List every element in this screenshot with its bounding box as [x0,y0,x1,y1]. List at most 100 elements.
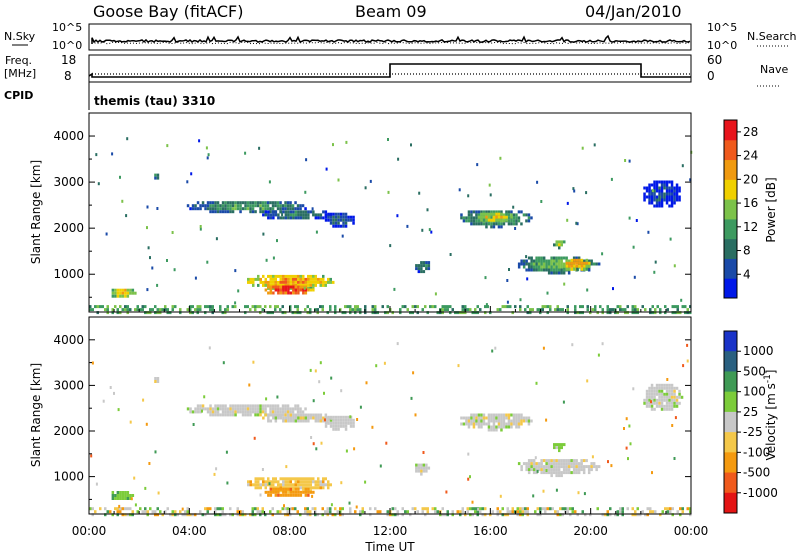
velocity-cell [337,415,340,419]
velocity-cell [171,513,174,517]
power-cell [259,280,262,284]
nsky-label: N.Sky [4,30,36,43]
power-scatter-cell [519,298,522,302]
velocity-cell [527,459,531,463]
power-cell [660,183,664,187]
power-cell [337,224,340,228]
power-cell [502,219,506,223]
power-cell [673,186,676,190]
velocity-scatter-cell [320,441,323,445]
velocity-cell [199,407,202,411]
velocity-cell [281,407,285,411]
power-cell [199,204,202,208]
power-cell [665,198,669,202]
velocity-cell [467,416,471,420]
power-cell [492,210,496,214]
power-cell [578,261,581,265]
velocity-cell [319,413,323,417]
power-cell [324,215,328,219]
power-cell [636,308,639,312]
velocity-cell [481,513,484,517]
velocity-cell [511,510,514,514]
velocity-cell [257,480,260,484]
velocity-cell [224,410,227,414]
power-scatter-cell [194,276,197,280]
power-cell [189,308,192,312]
power-cell [482,218,486,222]
power-scatter-cell [303,286,306,290]
velocity-scatter-cell [340,481,343,485]
power-cell [665,195,669,199]
power-cell [267,274,270,278]
power-cell [269,280,272,284]
velocity-scatter-cell [625,417,628,421]
velocity-cell [246,404,250,408]
velocity-cell [512,416,516,420]
power-cell [204,207,207,211]
velocity-scatter-cell [340,389,343,393]
power-cell [477,213,481,217]
power-cell [684,311,687,315]
velocity-cell [658,395,661,399]
power-cell [648,186,651,190]
velocity-scatter-cell [148,462,151,465]
power-cell [471,311,474,315]
power-cell [659,308,662,312]
power-cell [166,308,169,312]
power-cell [535,265,538,269]
velocity-cell [307,416,310,420]
velocity-cell [267,493,270,497]
velocity-cell [668,389,671,393]
power-cell [490,210,493,214]
velocity-cell [154,513,157,517]
velocity-cell [386,513,389,517]
power-cell [586,308,589,312]
velocity-cell [252,483,255,487]
velocity-cell [226,413,230,417]
velocity-scatter-cell [586,379,589,383]
power-scatter-cell [484,276,487,280]
velocity-cell [665,386,669,390]
velocity-cell [510,422,513,426]
velocity-cell [111,497,115,500]
power-cell [552,271,556,275]
velocity-scatter-cell [324,418,326,422]
velocity-cell [663,395,666,399]
velocity-cell [259,510,262,514]
velocity-cell [196,410,200,414]
velocity-cell [655,401,659,405]
power-cell [552,268,556,272]
power-cell [558,240,561,244]
velocity-cell [271,404,275,408]
velocity-y-tick-label: 2000 [53,424,84,438]
velocity-cell [254,410,257,414]
velocity-cell [648,404,651,408]
velocity-cell [337,427,340,431]
power-cell [536,308,539,312]
velocity-cell [214,513,217,517]
power-cell [546,311,549,315]
power-cell [211,311,214,315]
velocity-cell [306,513,309,517]
power-cell [296,305,299,309]
velocity-cell [329,424,333,428]
power-scatter-cell [680,298,683,302]
power-cell [552,262,556,266]
power-cell [681,305,684,309]
power-cell [289,274,292,278]
power-cell [495,210,498,214]
velocity-cell [592,462,596,466]
velocity-cell [562,462,566,466]
power-cell [560,259,563,263]
power-cell [337,215,340,219]
power-cell [299,283,302,287]
power-cell [299,277,302,281]
velocity-cell [186,507,189,511]
velocity-cell [324,416,328,420]
velocity-cell [324,413,328,417]
velocity-cell [259,483,262,487]
power-cell [658,189,661,193]
power-cell [658,195,661,199]
power-cell [169,311,172,315]
velocity-scatter-cell [157,491,160,495]
